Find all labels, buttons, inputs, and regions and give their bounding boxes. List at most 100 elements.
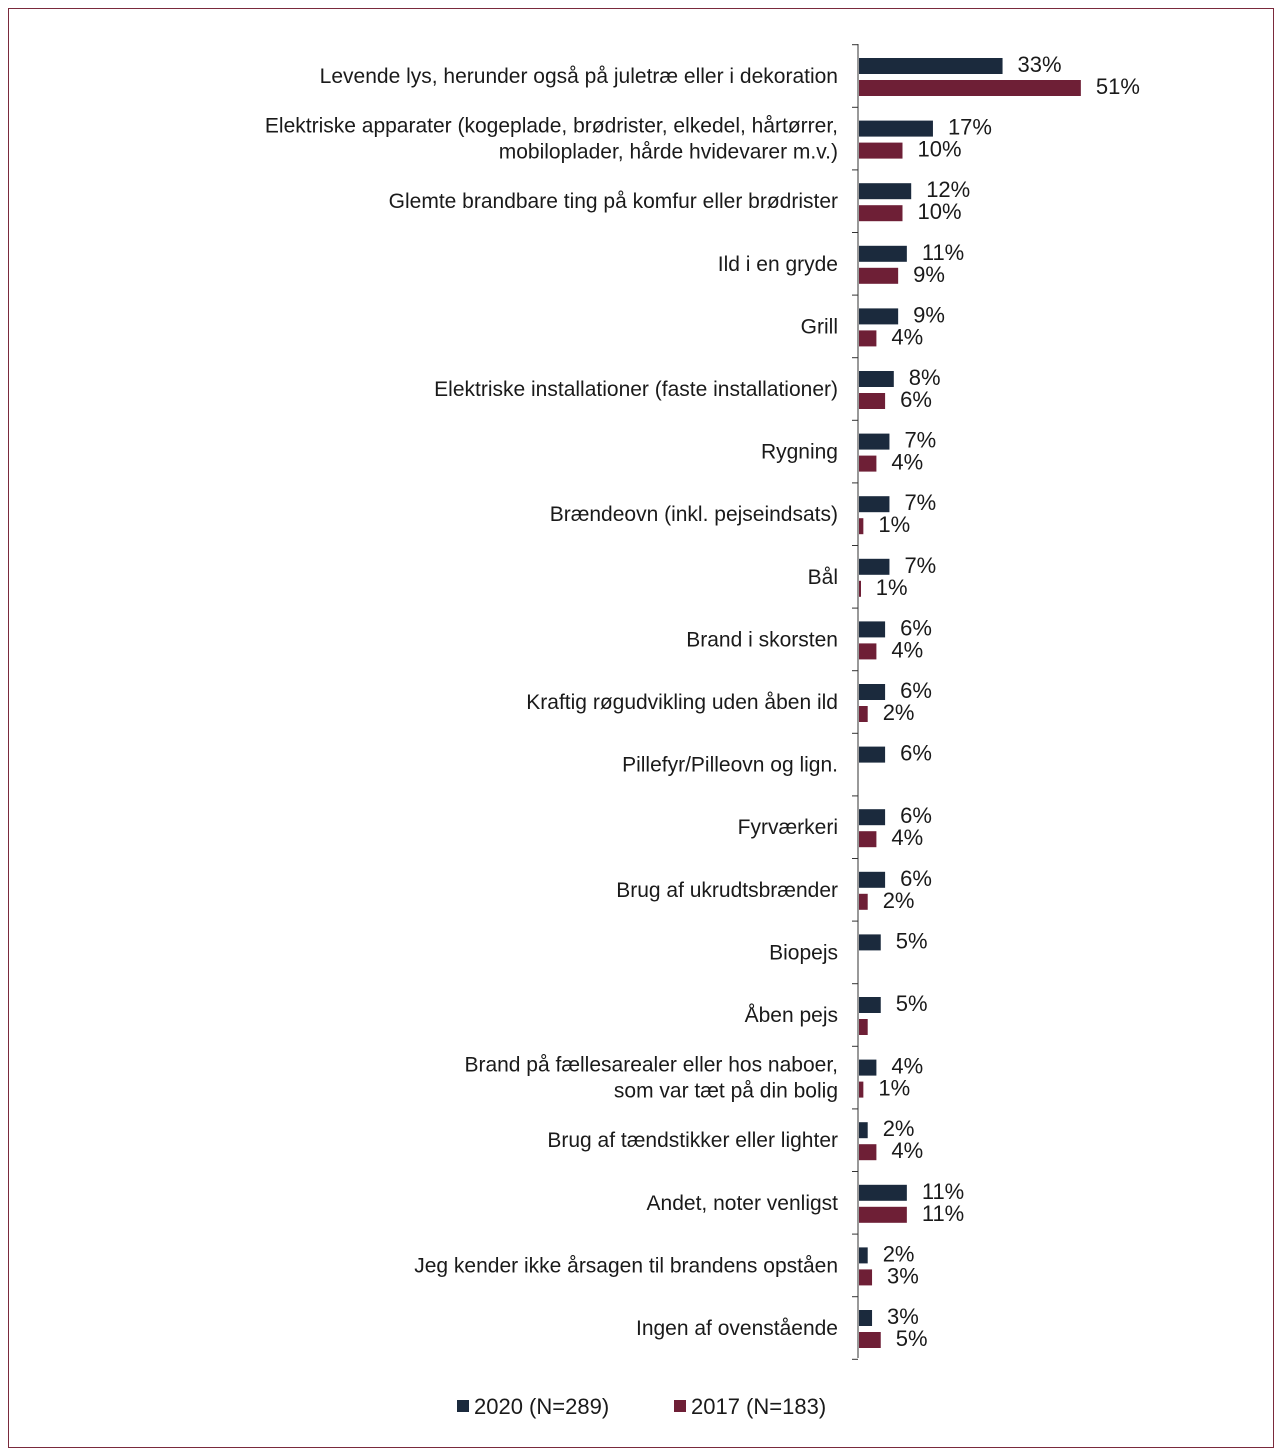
legend: 2020 (N=289) 2017 (N=183) xyxy=(457,1394,826,1419)
data-label-2017: 5% xyxy=(896,1326,928,1351)
category-label: Elektriske installationer (faste install… xyxy=(434,378,838,401)
category-label: Kraftig røgudvikling uden åben ild xyxy=(526,691,838,714)
axis-layer xyxy=(852,44,859,1360)
legend-swatch-2017 xyxy=(674,1400,686,1412)
category-label: Brug af ukrudtsbrænder xyxy=(616,879,838,902)
data-label-2020: 17% xyxy=(948,115,992,140)
data-label-2017: 4% xyxy=(891,450,923,475)
data-label-2020: 7% xyxy=(904,428,936,453)
bar-2017 xyxy=(859,706,868,722)
bar-2020 xyxy=(859,58,1003,74)
data-label-2017: 4% xyxy=(891,637,923,662)
bar-2020 xyxy=(859,621,886,638)
bar-2017 xyxy=(859,205,903,222)
bar-2017 xyxy=(859,1269,873,1286)
category-label: Bål xyxy=(808,566,838,589)
bar-2020 xyxy=(859,1059,877,1076)
category-label: Pillefyr/Pilleovn og lign. xyxy=(622,754,838,777)
data-label-2020: 12% xyxy=(926,177,970,202)
data-label-2017: 1% xyxy=(878,512,910,537)
legend-label-2020: 2020 (N=289) xyxy=(474,1394,609,1419)
data-label-2017: 2% xyxy=(883,700,915,725)
data-label-2017: 11% xyxy=(922,1201,964,1226)
legend-swatch-2020 xyxy=(457,1400,469,1412)
data-label-2020: 6% xyxy=(900,803,932,828)
category-label: Åben pejs xyxy=(745,1004,838,1027)
data-label-2020: 6% xyxy=(900,615,932,640)
data-label-2017: 1% xyxy=(876,575,908,600)
category-label: Brand i skorsten xyxy=(686,628,838,651)
bar-2017 xyxy=(859,1144,877,1161)
bar-2017 xyxy=(859,893,868,910)
bar-2020 xyxy=(859,684,886,700)
data-label-2017: 10% xyxy=(918,137,962,162)
category-label: Grill xyxy=(801,315,838,338)
data-label-2017: 4% xyxy=(891,1138,923,1163)
bar-2017 xyxy=(859,330,877,347)
data-label-2020: 2% xyxy=(883,1116,915,1141)
bar-2017 xyxy=(859,831,877,848)
category-label: Elektriske apparater (kogeplade, brødris… xyxy=(265,115,838,138)
category-label: Brand på fællesarealer eller hos naboer, xyxy=(464,1054,838,1077)
data-label-2020: 5% xyxy=(896,928,928,953)
bar-2020 xyxy=(859,245,907,262)
data-label-2017: 2% xyxy=(883,888,915,913)
labels-layer: Levende lys, herunder også på juletræ el… xyxy=(265,52,1140,1351)
data-label-2017: 3% xyxy=(887,1263,919,1288)
category-label: Rygning xyxy=(761,441,838,464)
bar-2017 xyxy=(859,142,903,159)
data-label-2020: 3% xyxy=(887,1304,919,1329)
data-label-2017: 4% xyxy=(891,825,923,850)
data-label-2020: 11% xyxy=(922,1179,964,1204)
data-label-2020: 6% xyxy=(900,741,932,766)
category-label: Biopejs xyxy=(769,941,838,964)
data-label-2020: 11% xyxy=(922,240,964,265)
legend-label-2017: 2017 (N=183) xyxy=(691,1394,826,1419)
data-label-2017: 6% xyxy=(900,387,932,412)
bar-2020 xyxy=(859,1184,907,1201)
category-label: Brændeovn (inkl. pejseindsats) xyxy=(550,503,838,526)
bar-2020 xyxy=(859,997,881,1013)
category-label: Levende lys, herunder også på juletræ el… xyxy=(320,65,838,88)
data-label-2017: 51% xyxy=(1096,74,1140,99)
data-label-2020: 6% xyxy=(900,678,932,703)
bar-2020 xyxy=(859,308,899,325)
bar-2017 xyxy=(859,80,1081,96)
bar-2020 xyxy=(859,1310,873,1326)
bar-2017 xyxy=(859,1019,868,1035)
bar-2020 xyxy=(859,371,894,387)
data-label-2020: 8% xyxy=(909,365,941,390)
bar-2020 xyxy=(859,746,886,763)
data-label-2017: 1% xyxy=(878,1076,910,1101)
data-label-2020: 33% xyxy=(1018,52,1062,77)
data-label-2020: 6% xyxy=(900,866,932,891)
category-label: Jeg kender ikke årsagen til brandens ops… xyxy=(414,1254,838,1277)
bar-2020 xyxy=(859,1122,868,1139)
data-label-2017: 4% xyxy=(891,324,923,349)
category-label: Brug af tændstikker eller lighter xyxy=(547,1129,838,1152)
bar-2017 xyxy=(859,580,861,597)
data-label-2020: 5% xyxy=(896,991,928,1016)
data-label-2020: 7% xyxy=(904,553,936,578)
bar-2017 xyxy=(859,1332,881,1348)
bar-2017 xyxy=(859,267,899,284)
bar-2020 xyxy=(859,809,886,826)
category-label: Glemte brandbare ting på komfur eller br… xyxy=(389,190,838,213)
data-label-2020: 9% xyxy=(913,302,945,327)
bar-2020 xyxy=(859,120,933,137)
bar-2017 xyxy=(859,455,877,472)
category-label: mobiloplader, hårde hvidevarer m.v.) xyxy=(499,141,838,164)
bar-2020 xyxy=(859,433,890,450)
bar-2020 xyxy=(859,183,912,200)
category-label: Fyrværkeri xyxy=(738,816,838,839)
bar-2017 xyxy=(859,1081,864,1098)
bar-2017 xyxy=(859,518,864,535)
bar-2017 xyxy=(859,393,886,409)
bar-2020 xyxy=(859,496,890,513)
data-label-2020: 7% xyxy=(904,490,936,515)
data-label-2020: 2% xyxy=(883,1241,915,1266)
category-label: Ingen af ovenstående xyxy=(636,1317,838,1340)
data-label-2020: 4% xyxy=(891,1054,923,1079)
category-label: Andet, noter venligst xyxy=(647,1192,839,1215)
